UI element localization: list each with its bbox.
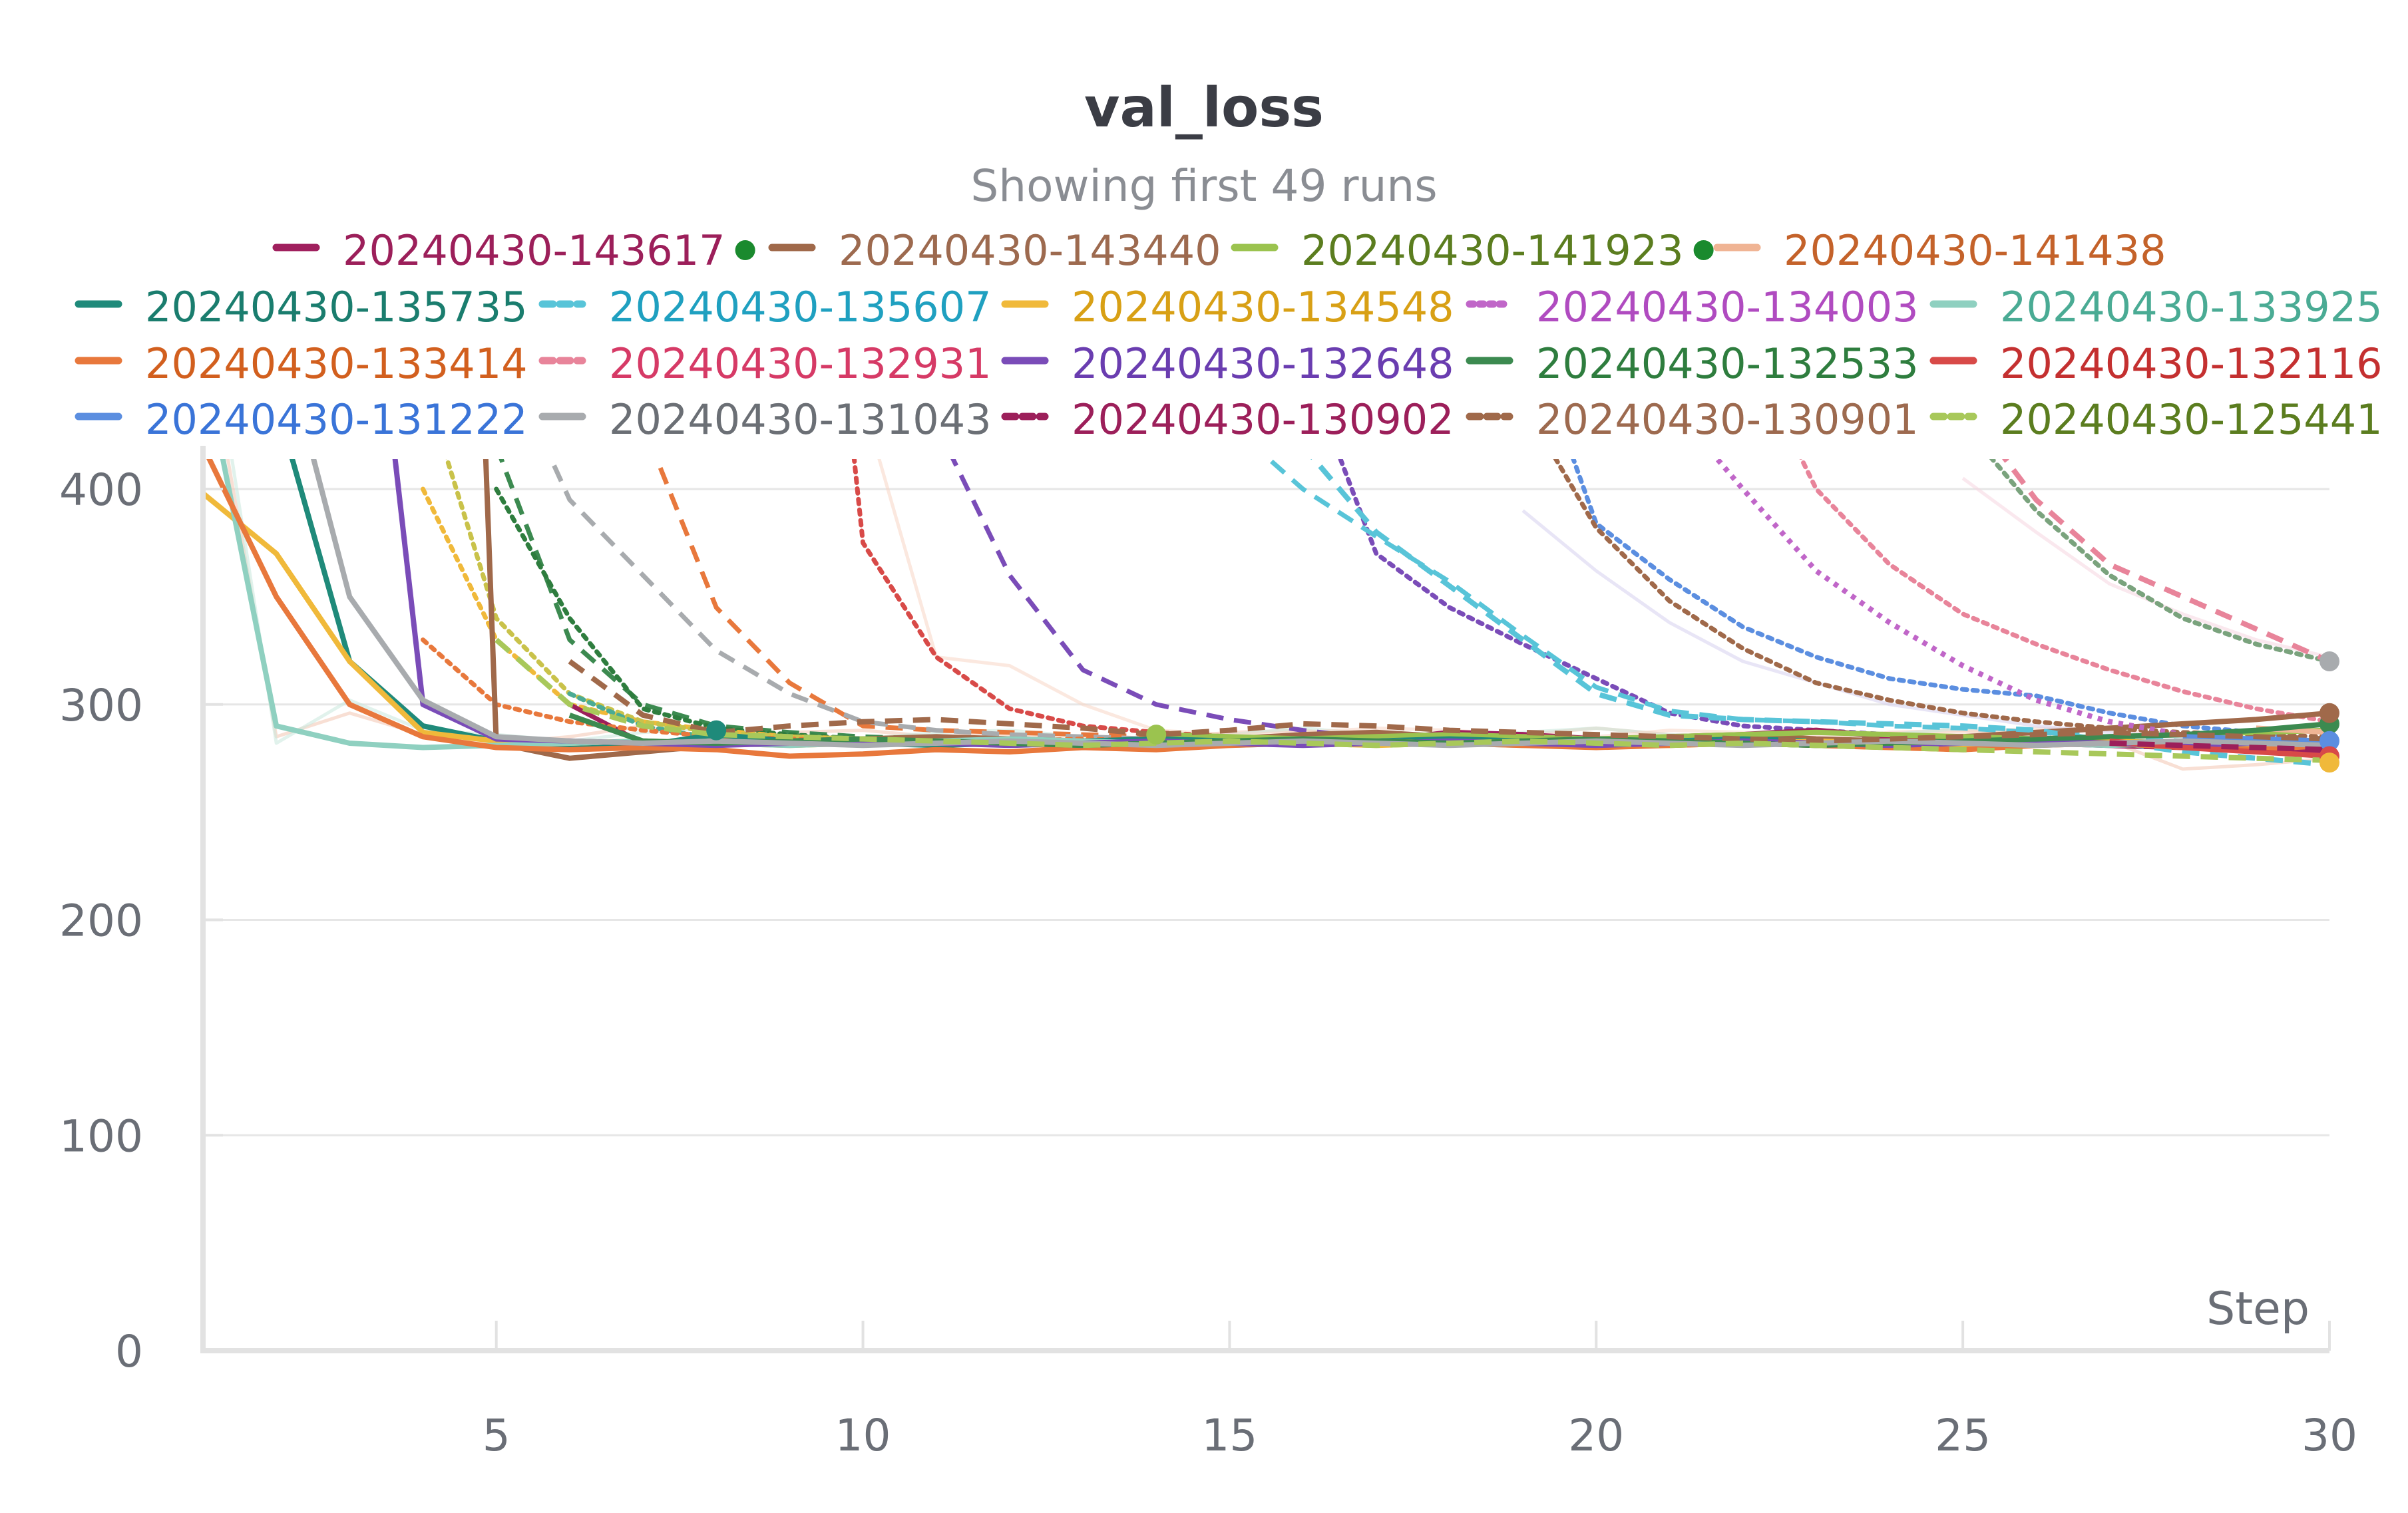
series-line-20240430-134003[interactable] (1669, 403, 2330, 749)
legend-label: 20240430-143617 (343, 226, 725, 275)
legend-label: 20240430-134003 (1536, 283, 1919, 331)
series-line-20240430-132931[interactable] (1963, 403, 2331, 664)
axes: 0 100 200 300 400 5 10 15 20 25 30 (59, 446, 2357, 1461)
legend-label: 20240430-132116 (2000, 339, 2383, 388)
run-line (1989, 459, 2332, 664)
legend-label: 20240430-134548 (1072, 283, 1454, 331)
legend-label: 20240430-131043 (609, 395, 992, 444)
legend-label: 20240430-133414 (145, 339, 528, 388)
run-line (499, 459, 2330, 748)
run-line (1553, 459, 2332, 739)
series-lines (201, 317, 2331, 768)
point-marker (1146, 725, 1167, 745)
x-tick-label: 25 (1935, 1410, 1991, 1461)
run-line (1989, 459, 2332, 664)
series-line-20240430-135607[interactable] (1229, 360, 2330, 768)
x-axis-label: Step (2206, 1283, 2309, 1335)
legend-pin-dot (735, 240, 755, 260)
end-point-marker (2319, 651, 2339, 671)
x-tick-label: 10 (835, 1410, 891, 1461)
legend-label: 20240430-131222 (145, 395, 528, 444)
legend-item-20240430-134548[interactable]: 20240430-134548 (1001, 283, 1454, 331)
end-point-marker (2319, 753, 2339, 773)
legend-label: 20240430-132931 (609, 339, 992, 388)
series-line-20240430-130902[interactable] (2109, 741, 2330, 753)
legend-label: 20240430-141923 (1301, 226, 1684, 275)
legend-item-20240430-132116[interactable]: 20240430-132116 (1929, 339, 2383, 388)
legend-item-20240430-141438[interactable]: 20240430-141438 (1713, 226, 2166, 275)
legend-label: 20240430-141438 (1784, 226, 2166, 275)
x-tick-label: 20 (1568, 1410, 1624, 1461)
legend-item-20240430-135607[interactable]: 20240430-135607 (538, 283, 992, 331)
markers (706, 651, 2339, 773)
run-line (1799, 459, 2332, 725)
chart-title: val_loss (1084, 77, 1324, 140)
point-marker (706, 720, 727, 741)
run-line (421, 486, 2332, 750)
legend-item-20240430-134003[interactable]: 20240430-134003 (1466, 283, 1919, 331)
series-line-20240430-130901[interactable] (568, 659, 2330, 744)
legend-item-20240430-131222[interactable]: 20240430-131222 (75, 395, 528, 444)
legend-item-20240430-133925[interactable]: 20240430-133925 (1929, 283, 2383, 331)
legend-item-20240430-135735[interactable]: 20240430-135735 (75, 283, 528, 331)
y-tick-label: 100 (59, 1110, 143, 1162)
x-tick-label: 30 (2302, 1410, 2357, 1461)
end-point-marker (2319, 731, 2339, 751)
legend-label: 20240430-133925 (2000, 283, 2383, 331)
legend-item-20240430-132533[interactable]: 20240430-132533 (1466, 339, 1919, 388)
legend: 20240430-143617 20240430-143440 20240430-1… (75, 226, 2383, 444)
y-tick-label: 400 (59, 464, 143, 516)
legend-item-20240430-125441[interactable]: 20240430-125441 (1929, 395, 2383, 444)
end-point-marker (2319, 703, 2339, 723)
legend-pin-dot (1693, 240, 1714, 260)
legend-item-20240430-133414[interactable]: 20240430-133414 (75, 339, 528, 388)
chart-subtitle: Showing first 49 runs (970, 160, 1437, 212)
x-tick-label: 15 (1201, 1410, 1257, 1461)
y-tick-label: 300 (59, 680, 143, 731)
legend-label: 20240430-130901 (1536, 395, 1919, 444)
legend-item-20240430-131043[interactable]: 20240430-131043 (538, 395, 992, 444)
legend-label: 20240430-143440 (839, 226, 1221, 275)
legend-item-20240430-141923[interactable]: 20240430-141923 (1231, 226, 1714, 275)
legend-label: 20240430-125441 (2000, 395, 2383, 444)
legend-item-20240430-132931[interactable]: 20240430-132931 (538, 339, 992, 388)
legend-label: 20240430-135607 (609, 283, 992, 331)
grid (203, 488, 2329, 1136)
legend-label: 20240430-132533 (1536, 339, 1919, 388)
series-line-20240430-134548[interactable] (201, 491, 2330, 749)
legend-item-20240430-143617[interactable]: 20240430-143617 (272, 226, 755, 275)
run-line (1265, 459, 2330, 753)
legend-item-20240430-132648[interactable]: 20240430-132648 (1001, 339, 1454, 388)
y-tick-label: 0 (115, 1326, 143, 1377)
faint-run-line (1961, 476, 2330, 659)
legend-item-20240430-130902[interactable]: 20240430-130902 (1001, 395, 1454, 444)
legend-label: 20240430-135735 (145, 283, 528, 331)
legend-item-20240430-130901[interactable]: 20240430-130901 (1466, 395, 1919, 444)
legend-label: 20240430-130902 (1072, 395, 1454, 444)
run-line (1571, 459, 2332, 746)
x-tick-label: 5 (483, 1410, 510, 1461)
series-line-20240430-131043[interactable] (276, 317, 2330, 749)
legend-label: 20240430-132648 (1072, 339, 1454, 388)
y-tick-label: 200 (59, 896, 143, 947)
legend-item-20240430-143440[interactable]: 20240430-143440 (768, 226, 1221, 275)
